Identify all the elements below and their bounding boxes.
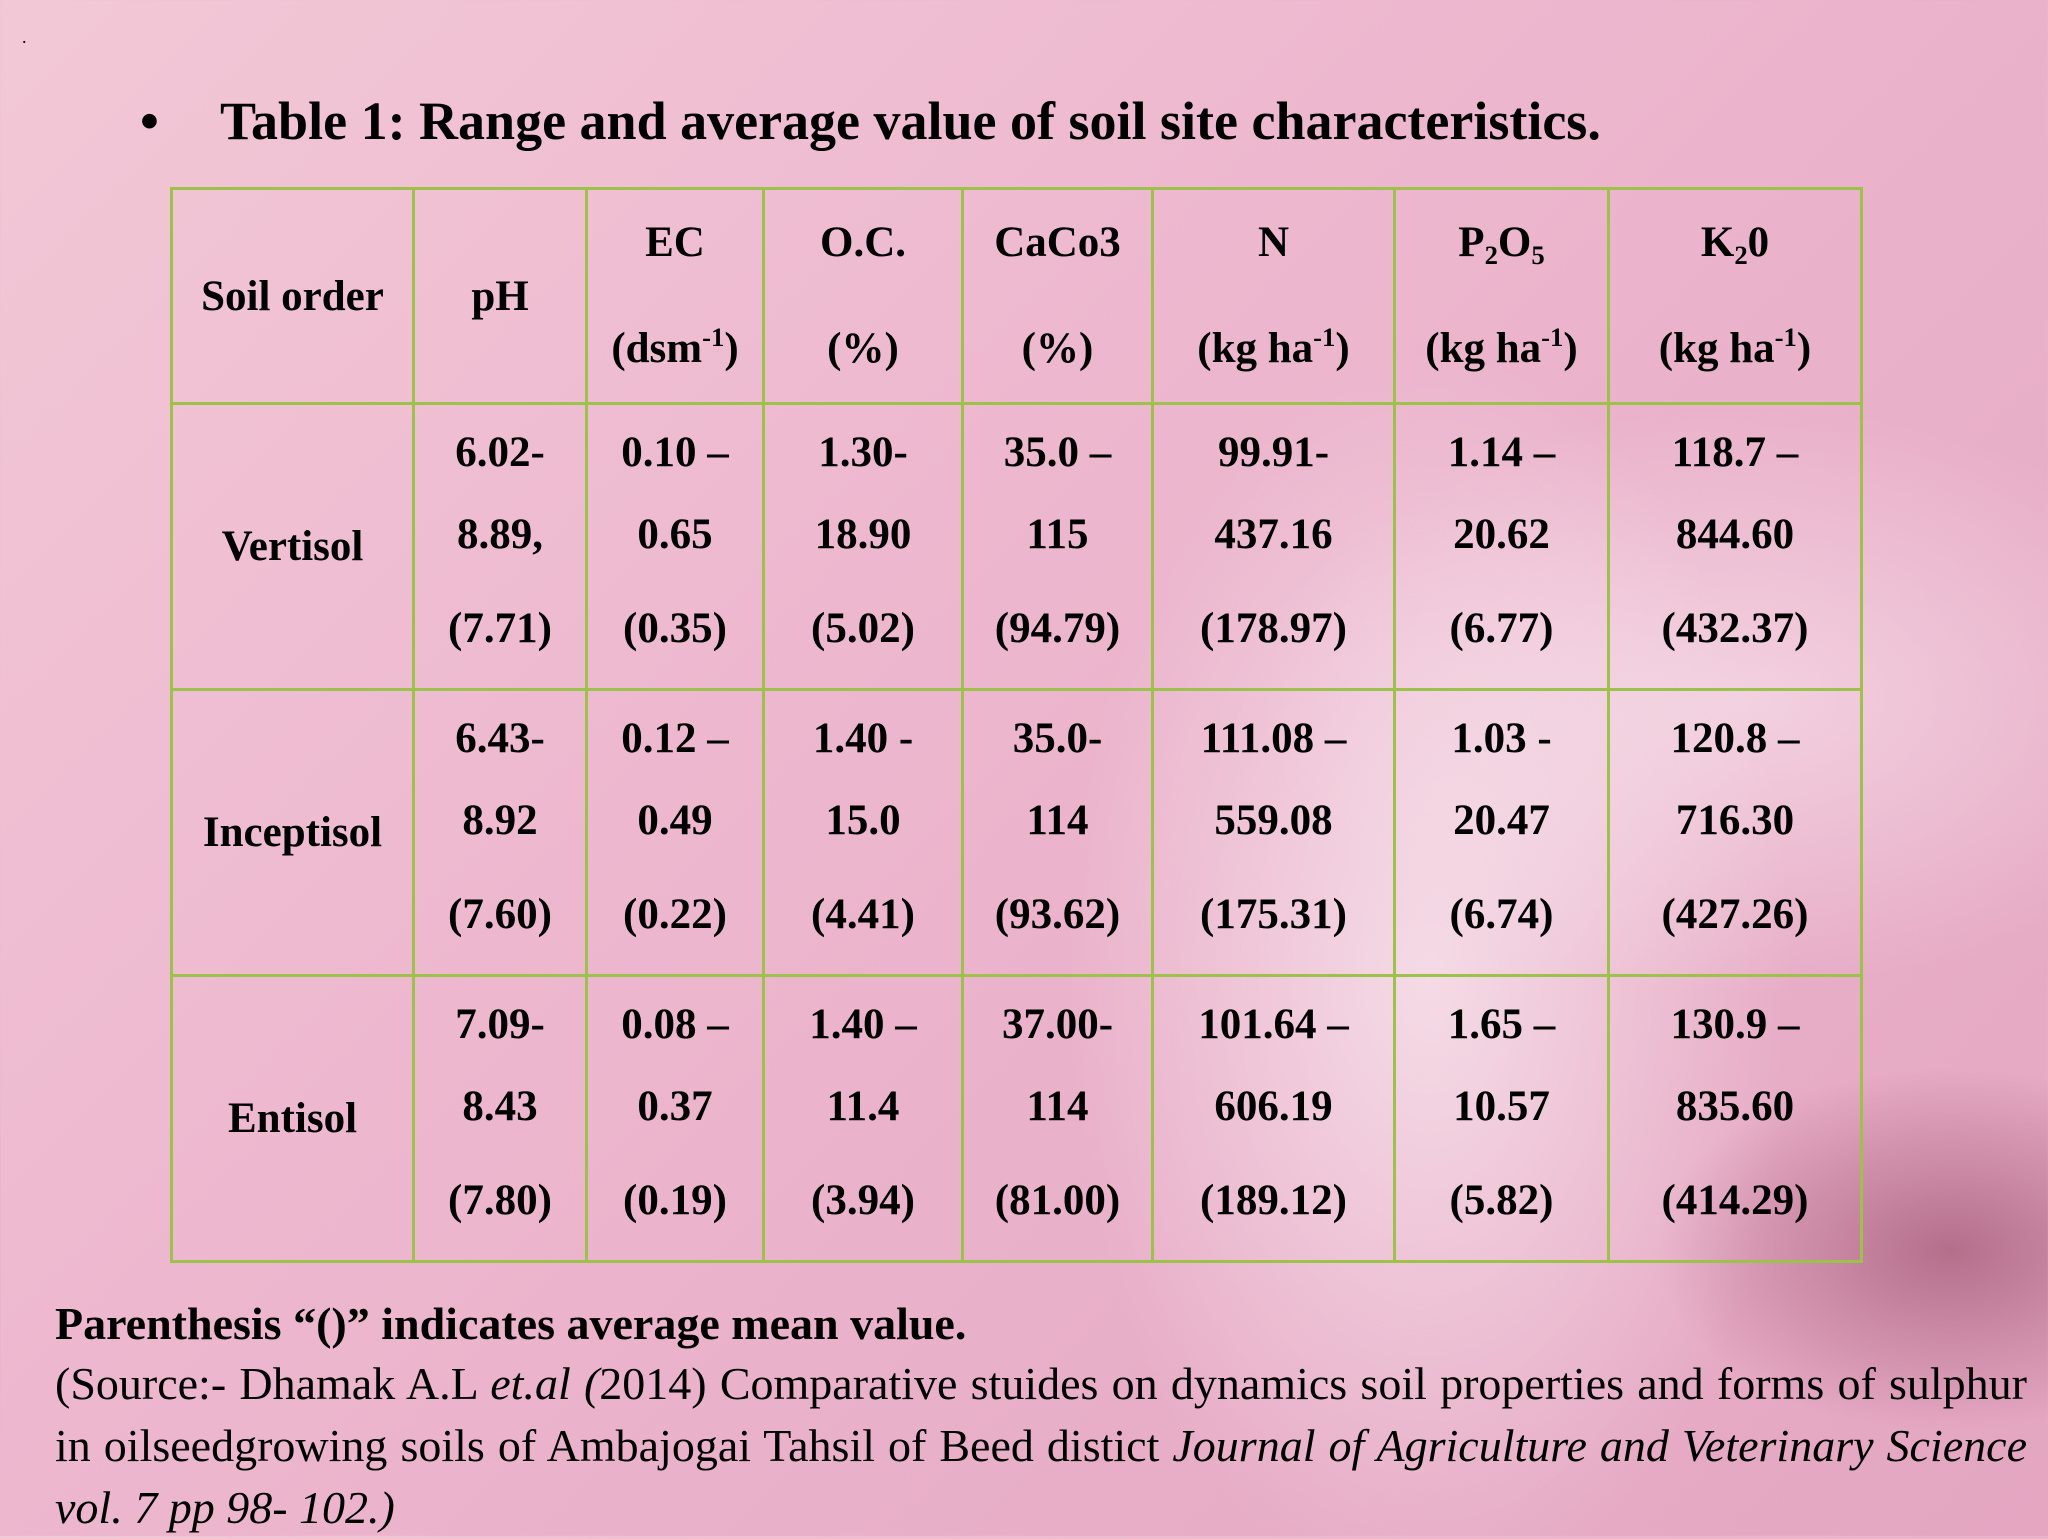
k2o-cell: 130.9 –835.60 (414.29) [1607, 974, 1863, 1263]
soil-order-cell: Inceptisol [170, 688, 415, 977]
header-n: N (kg ha-1) [1151, 187, 1396, 405]
parenthesis-note: Parenthesis “()” indicates average mean … [55, 1298, 967, 1349]
ec-cell: 0.08 –0.37 (0.19) [585, 974, 765, 1263]
table-row: Entisol 7.09- 8.43 (7.80) 0.08 –0.37 (0.19)… [170, 974, 1863, 1263]
header-n-unit: (kg ha-1) [1197, 322, 1350, 372]
source-citation: (Source:- Dhamak A.L et.al (2014) Compar… [55, 1358, 2028, 1533]
ph-cell: 7.09- 8.43 (7.80) [412, 974, 588, 1263]
p2o5-cell: 1.65 –10.57 (5.82) [1393, 974, 1610, 1263]
soil-order-cell: Vertisol [170, 402, 415, 691]
header-caco3-unit: (%) [1021, 325, 1094, 372]
header-ec: EC (dsm-1) [585, 187, 765, 405]
header-p2o5-unit: (kg ha-1) [1425, 322, 1578, 372]
soil-order-cell: Entisol [170, 974, 415, 1263]
oc-cell: 1.40 –11.4 (3.94) [762, 974, 964, 1263]
header-ph: pH [412, 187, 588, 405]
ph-cell: 6.43- 8.92 (7.60) [412, 688, 588, 977]
header-k2o: K20 (kg ha-1) [1607, 187, 1863, 405]
caco3-cell: 35.0- 114 (93.62) [961, 688, 1154, 977]
header-row: Soil order pH EC (dsm-1) O.C. (%) CaCo3 … [170, 187, 1863, 405]
header-k2o-unit: (kg ha-1) [1658, 322, 1812, 372]
ec-cell: 0.12 –0.49 (0.22) [585, 688, 765, 977]
header-soil-order: Soil order [170, 187, 415, 405]
header-ec-name: EC [645, 219, 705, 266]
header-n-name: N [1257, 219, 1290, 266]
n-cell: 99.91- 437.16 (178.97) [1151, 402, 1396, 691]
k2o-cell: 120.8 –716.30 (427.26) [1607, 688, 1863, 977]
table-row: Inceptisol 6.43- 8.92 (7.60) 0.12 –0.49 (0.… [170, 688, 1863, 977]
p2o5-cell: 1.14 –20.62 (6.77) [1393, 402, 1610, 691]
n-cell: 101.64 –606.19 (189.12) [1151, 974, 1396, 1263]
caco3-cell: 35.0 –115 (94.79) [961, 402, 1154, 691]
n-cell: 111.08 –559.08 (175.31) [1151, 688, 1396, 977]
table-row: Vertisol 6.02- 8.89, (7.71) 0.10 –0.65 (0.3… [170, 402, 1863, 691]
header-caco3-name: CaCo3 [994, 219, 1121, 266]
citation-journal: Journal of Agriculture and Veterinary Sc… [55, 1420, 2028, 1533]
citation-etal: et.al ( [490, 1358, 600, 1409]
header-ec-unit: (dsm-1) [611, 322, 739, 372]
header-p2o5: P2O5 (kg ha-1) [1393, 187, 1610, 405]
soil-characteristics-table: Soil order pH EC (dsm-1) O.C. (%) CaCo3 … [170, 187, 1863, 1263]
header-oc-name: O.C. [820, 219, 906, 266]
slide-title: • Table 1: Range and average value of soi… [140, 86, 1601, 156]
ph-cell: 6.02- 8.89, (7.71) [412, 402, 588, 691]
header-oc-unit: (%) [827, 325, 899, 372]
caco3-cell: 37.00- 114 (81.00) [961, 974, 1154, 1263]
header-caco3: CaCo3 (%) [961, 187, 1154, 405]
p2o5-cell: 1.03 -20.47 (6.74) [1393, 688, 1610, 977]
header-oc: O.C. (%) [762, 187, 964, 405]
oc-cell: 1.40 -15.0 (4.41) [762, 688, 964, 977]
slide-marker: . [22, 27, 27, 47]
header-k2o-name: K20 [1700, 219, 1770, 270]
bullet-icon: • [140, 91, 159, 151]
oc-cell: 1.30- 18.90 (5.02) [762, 402, 964, 691]
header-p2o5-name: P2O5 [1458, 219, 1545, 270]
title-text: Table 1: Range and average value of soil… [220, 91, 1601, 151]
ec-cell: 0.10 –0.65 (0.35) [585, 402, 765, 691]
k2o-cell: 118.7 –844.60 (432.37) [1607, 402, 1863, 691]
